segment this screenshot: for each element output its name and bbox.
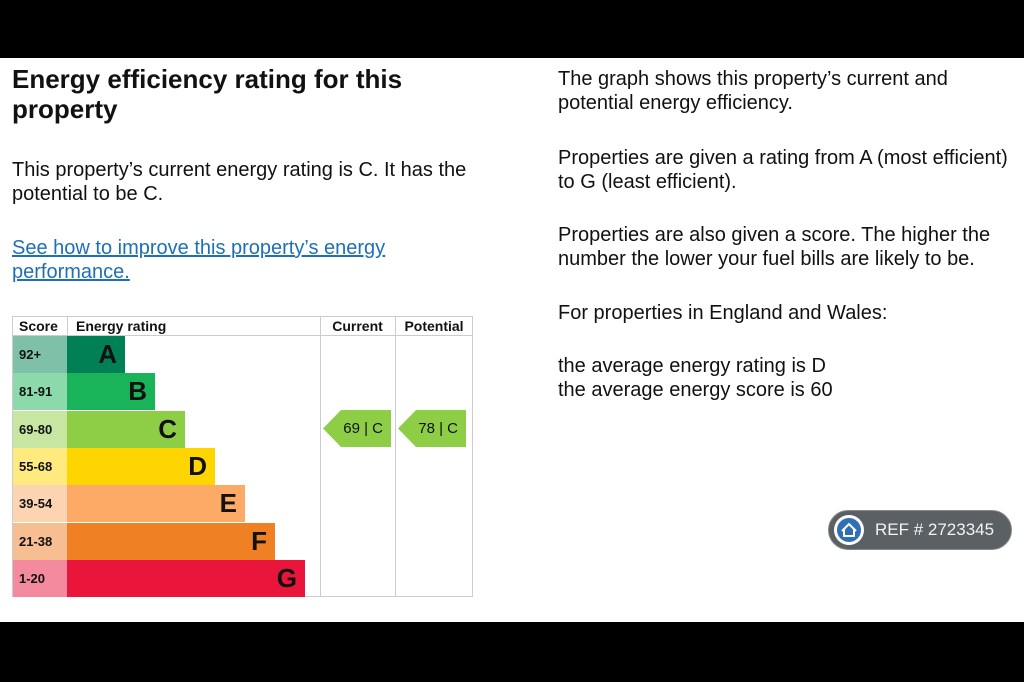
- paragraph: The graph shows this property’s current …: [558, 68, 948, 114]
- rating-band: E: [67, 485, 245, 523]
- score-cell: 69-80: [13, 410, 67, 448]
- paragraph: For properties in England and Wales:: [558, 302, 888, 324]
- rating-band: C: [67, 410, 185, 448]
- potential-rating: 78 | C: [398, 410, 466, 447]
- summary: This property’s current energy rating is…: [12, 159, 467, 205]
- rating-band: G: [67, 559, 305, 597]
- header: Energy rating: [76, 318, 167, 334]
- paragraph: Properties are also given a score. The h…: [558, 224, 991, 270]
- home-icon: [834, 515, 864, 545]
- rating-band: A: [67, 336, 125, 373]
- rating-band: F: [67, 522, 275, 560]
- improve-link[interactable]: See how to improve this property’s energ…: [12, 237, 386, 283]
- score-cell: 1-20: [13, 559, 67, 597]
- ref-badge: REF # 2723345: [828, 510, 1012, 550]
- header-rule: [13, 335, 472, 336]
- col-rule: [320, 317, 321, 596]
- header: Score: [19, 318, 58, 334]
- score-cell: 81-91: [13, 373, 67, 411]
- score-cell: 92+: [13, 336, 67, 373]
- paragraph: Properties are given a rating from A (mo…: [558, 147, 1008, 193]
- rating-band: B: [67, 373, 155, 411]
- score-cell: 21-38: [13, 522, 67, 560]
- bottom-bar: [0, 622, 1024, 682]
- current-rating: 69 | C: [323, 410, 391, 447]
- col-rule: [67, 317, 68, 336]
- rating-table: Score Energy rating Current Potential 92…: [12, 316, 473, 597]
- average: the average energy score is 60: [558, 379, 833, 401]
- header: Current: [332, 318, 383, 334]
- average: the average energy rating is D: [558, 355, 826, 377]
- score-cell: 55-68: [13, 447, 67, 485]
- col-rule: [395, 317, 396, 596]
- ref-text: REF # 2723345: [875, 520, 995, 539]
- top-bar: [0, 0, 1024, 58]
- rating-band: D: [67, 447, 215, 485]
- title: Energy efficiency rating for this proper…: [12, 64, 403, 124]
- score-cell: 39-54: [13, 485, 67, 523]
- header: Potential: [404, 318, 464, 334]
